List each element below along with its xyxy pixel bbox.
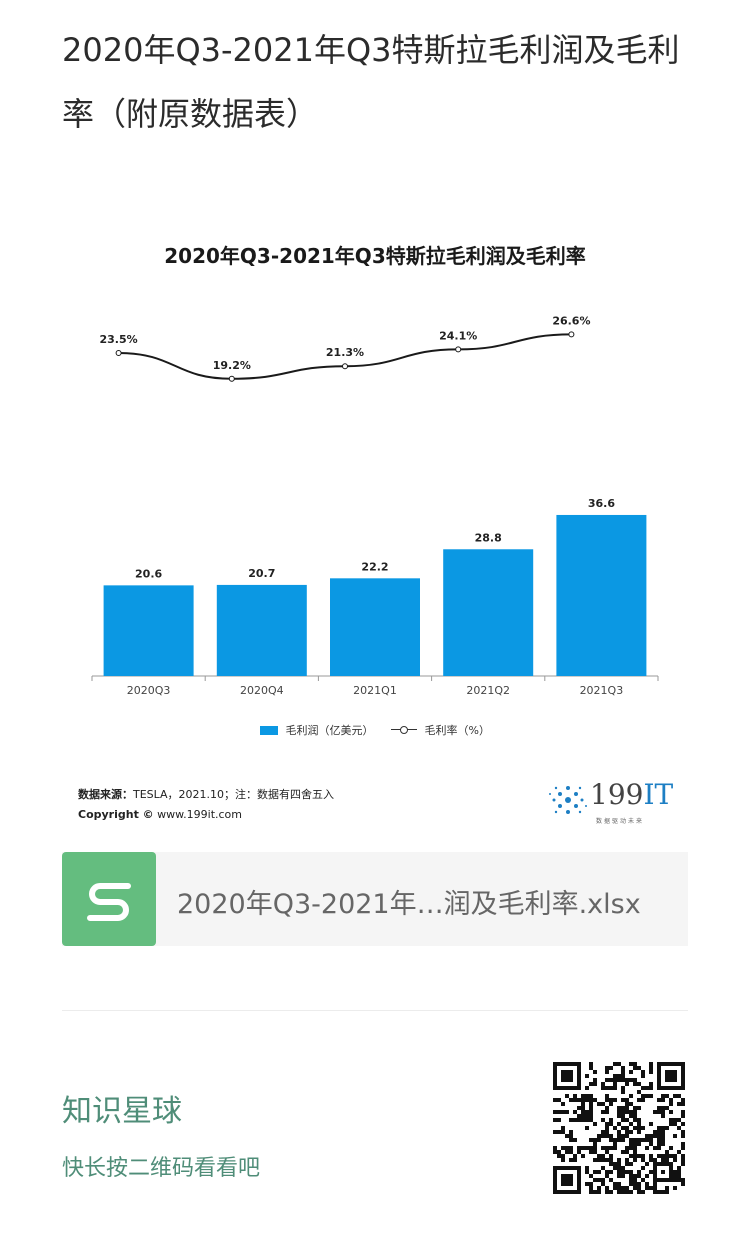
bar-2021Q1 xyxy=(330,578,420,676)
line-point xyxy=(568,331,575,338)
divider xyxy=(62,1010,688,1011)
bar-2020Q4 xyxy=(216,584,307,676)
logo-text: 199IT xyxy=(590,778,674,811)
line-label: 19.2% xyxy=(213,359,251,372)
legend-bar-label: 毛利润（亿美元） xyxy=(285,724,374,737)
footer-title: 知识星球 xyxy=(62,1094,182,1129)
logo-199it: 199IT 数据驱动未来 xyxy=(546,778,676,828)
bar-label: 22.2 xyxy=(361,560,388,573)
legend-line-label: 毛利率（%） xyxy=(424,724,490,737)
legend-line-swatch xyxy=(391,725,418,735)
x-tick-label: 2021Q2 xyxy=(466,684,510,697)
line-label: 23.5% xyxy=(100,333,138,346)
bar-label: 20.6 xyxy=(135,567,162,580)
line-point xyxy=(455,346,462,353)
qr-code[interactable] xyxy=(553,1062,685,1194)
bar-label: 20.7 xyxy=(248,567,275,580)
chart-title: 2020年Q3-2021年Q3特斯拉毛利润及毛利率 xyxy=(164,244,586,268)
chart-source: 数据来源：TESLA，2021.10；注：数据有四舍五入 Copyright ©… xyxy=(78,785,334,825)
bar-2020Q3 xyxy=(103,585,194,676)
line-point xyxy=(342,363,348,370)
line-point xyxy=(115,350,122,356)
spreadsheet-icon xyxy=(62,852,156,946)
x-tick-label: 2020Q3 xyxy=(127,684,171,697)
attachment-card[interactable]: 2020年Q3-2021年…润及毛利率.xlsx xyxy=(62,852,688,946)
source-text: TESLA，2021.10；注：数据有四舍五入 xyxy=(133,788,335,801)
bar-label: 36.6 xyxy=(588,497,615,510)
copyright-text: www.199it.com xyxy=(153,808,242,821)
source-label: 数据来源： xyxy=(78,788,133,801)
bar-label: 28.8 xyxy=(475,531,502,544)
logo-dots-icon xyxy=(549,786,587,814)
x-tick-label: 2021Q1 xyxy=(353,684,397,697)
x-tick-label: 2021Q3 xyxy=(580,684,624,697)
footer-subtitle: 快长按二维码看看吧 xyxy=(62,1156,261,1181)
x-tick-label: 2020Q4 xyxy=(240,684,284,697)
copyright-label: Copyright © xyxy=(78,808,154,821)
logo-tagline: 数据驱动未来 xyxy=(596,818,645,825)
legend-bar-swatch xyxy=(260,725,279,735)
chart-image: 20.6 2020Q3 20.7 2020Q4 22.2 2021Q1 28.8 2021Q2… xyxy=(62,210,688,835)
chart-canvas: 20.6 2020Q3 20.7 2020Q4 22.2 2021Q1 28.8 2021Q2… xyxy=(91,314,659,697)
line-label: 26.6% xyxy=(552,314,590,327)
line-label: 24.1% xyxy=(439,329,477,342)
attachment-filename[interactable]: 2020年Q3-2021年…润及毛利率.xlsx xyxy=(177,889,641,920)
bar-2021Q3 xyxy=(556,514,647,676)
chart-legend: 毛利润（亿美元） 毛利率（%） xyxy=(62,722,688,738)
page-title: 2020年Q3-2021年Q3特斯拉毛利润及毛利率（附原数据表） xyxy=(62,31,680,133)
bar-2021Q2 xyxy=(443,549,534,676)
line-point xyxy=(228,375,235,382)
line-label: 21.3% xyxy=(326,346,364,359)
